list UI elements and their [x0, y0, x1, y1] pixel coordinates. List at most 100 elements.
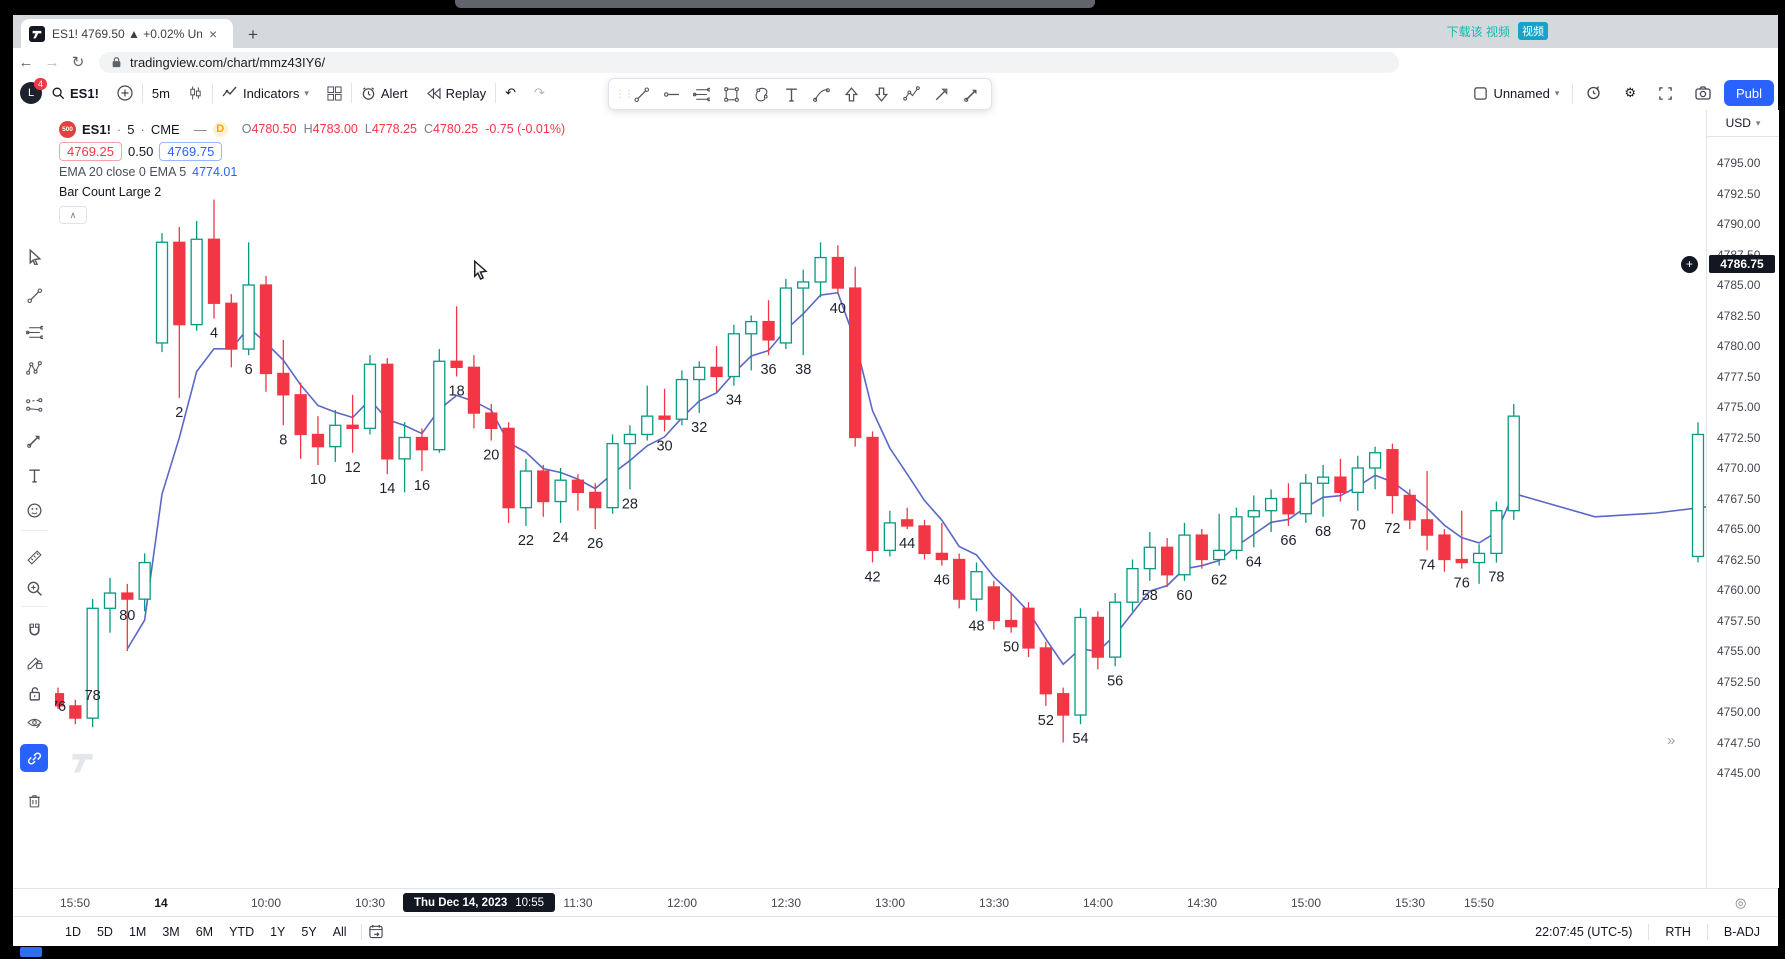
time-axis[interactable]: Thu Dec 14, 2023 10:55 ◎ 15:50 14 10:00 10:…: [13, 888, 1778, 917]
forward-icon[interactable]: →: [44, 53, 60, 71]
range-button-1d[interactable]: 1D: [65, 924, 81, 939]
horizontal-line-icon[interactable]: [657, 81, 685, 107]
user-avatar[interactable]: L 4: [20, 78, 47, 104]
interval-button[interactable]: 5m: [151, 85, 170, 101]
tab-close-icon[interactable]: ×: [209, 25, 218, 42]
bar-count-label: 70: [1350, 518, 1366, 534]
adjustment-toggle[interactable]: B-ADJ: [1723, 924, 1760, 939]
hide-drawings-icon[interactable]: [20, 708, 48, 736]
candle-body: [1351, 467, 1364, 494]
candle-body: [849, 287, 862, 439]
arrow-icon[interactable]: [927, 81, 955, 107]
browser-tab[interactable]: ES1! 4769.50 ▲ +0.02% Unna ×: [21, 19, 233, 48]
download-video-extension-label[interactable]: 下载该 视频: [1446, 24, 1510, 39]
chart-style-button[interactable]: [179, 76, 212, 110]
ema-line: [126, 291, 1706, 666]
redo-button[interactable]: ↷: [533, 85, 545, 100]
bar-count-label: 44: [899, 536, 915, 552]
compare-add-button[interactable]: [108, 76, 142, 110]
candle-body: [55, 693, 65, 707]
replay-button[interactable]: Replay: [417, 76, 495, 110]
chart-pane[interactable]: 2 4 6 8 10 12 14 16 18 20 22 24 26 28 30 32 34 36 38 40 42 44…: [55, 110, 1706, 888]
indicators-button[interactable]: Indicators ▾: [213, 76, 318, 110]
snapshot-button[interactable]: [1686, 86, 1720, 100]
forecast-tool-icon[interactable]: [20, 391, 48, 419]
measure-tool-icon[interactable]: [20, 543, 48, 571]
range-button-3m[interactable]: 3M: [162, 924, 180, 939]
add-alert-plus-icon[interactable]: +: [1681, 255, 1698, 273]
reload-icon[interactable]: ↻: [71, 54, 85, 71]
arrow-marker-icon[interactable]: [957, 81, 985, 107]
candle-body: [727, 333, 741, 378]
bar-count-indicator-label[interactable]: Bar Count Large 2: [59, 185, 162, 199]
magnet-tool-icon[interactable]: [20, 616, 48, 644]
axis-settings-icon[interactable]: ◎: [1735, 895, 1747, 910]
symbol-search-button[interactable]: ES1!: [42, 76, 108, 110]
palette-drag-handle[interactable]: ⋮⋮: [615, 88, 634, 100]
text-tool-icon[interactable]: [20, 461, 48, 489]
trend-line-icon[interactable]: [627, 81, 655, 107]
remove-drawings-icon[interactable]: [20, 786, 48, 814]
range-button-1m[interactable]: 1M: [128, 924, 147, 939]
sync-drawings-icon[interactable]: [20, 744, 48, 772]
arrow-up-icon[interactable]: [837, 81, 865, 107]
legend-collapse-button[interactable]: ∧: [59, 206, 87, 224]
bid-price[interactable]: 4769.25: [59, 141, 122, 161]
range-button-5y[interactable]: 5Y: [301, 924, 317, 939]
candle-body: [675, 378, 689, 420]
candle-body: [693, 366, 706, 381]
hide-symbol-icon[interactable]: —: [193, 121, 207, 137]
polyline-icon[interactable]: [897, 81, 925, 107]
layout-grid-button[interactable]: [318, 76, 351, 110]
brush-shape-icon[interactable]: [747, 81, 775, 107]
legend-interval[interactable]: 5: [127, 121, 135, 137]
clock-readout[interactable]: 22:07:45 (UTC-5): [1535, 924, 1633, 939]
zoom-in-tool-icon[interactable]: [20, 574, 48, 602]
trend-line-tool-icon[interactable]: [20, 281, 48, 309]
ema-indicator-label[interactable]: EMA 20 close 0 EMA 5: [59, 165, 187, 179]
bar-count-label: 56: [1107, 673, 1123, 689]
legend-symbol[interactable]: ES1!: [82, 121, 111, 137]
address-bar[interactable]: tradingview.com/chart/mmz43IY6/: [99, 51, 1399, 73]
range-button-1y[interactable]: 1Y: [270, 924, 286, 939]
price-tick: 4762.50: [1717, 552, 1761, 567]
candle-body: [1109, 601, 1122, 658]
back-icon[interactable]: ←: [18, 53, 34, 71]
parallel-channel-icon[interactable]: [687, 81, 715, 107]
go-to-realtime-icon[interactable]: »: [1667, 732, 1676, 749]
bar-count-label: 32: [691, 420, 707, 436]
range-button-5d[interactable]: 5D: [96, 924, 113, 939]
curve-tool-icon[interactable]: [807, 81, 835, 107]
range-button-6m[interactable]: 6M: [195, 924, 214, 939]
new-tab-button[interactable]: +: [248, 25, 258, 44]
range-button-all[interactable]: All: [332, 924, 347, 939]
video-extension-chip[interactable]: 视频: [1518, 22, 1548, 40]
undo-button[interactable]: ↶: [505, 85, 516, 100]
fullscreen-button[interactable]: [1649, 86, 1682, 101]
candle-body: [155, 241, 169, 344]
ask-price[interactable]: 4769.75: [159, 141, 223, 161]
arrow-down-icon[interactable]: [867, 81, 895, 107]
text-tool-icon[interactable]: [777, 81, 805, 107]
candle-body: [311, 433, 325, 448]
candle-body: [1126, 567, 1139, 603]
currency-selector[interactable]: USD ▾: [1707, 110, 1779, 137]
range-button-ytd[interactable]: YTD: [229, 924, 255, 939]
fib-retracement-icon[interactable]: [20, 318, 48, 346]
emoji-tool-icon[interactable]: [20, 496, 48, 524]
stay-in-drawing-mode-icon[interactable]: [20, 648, 48, 676]
candle-body: [502, 427, 515, 509]
cursor-tool-icon[interactable]: [20, 242, 48, 270]
rectangle-icon[interactable]: [717, 81, 745, 107]
alert-button[interactable]: Alert: [352, 76, 417, 110]
settings-button[interactable]: ⚙: [1615, 85, 1645, 101]
session-toggle[interactable]: RTH: [1665, 924, 1691, 939]
arrow-marker-tool-icon[interactable]: [20, 426, 48, 454]
publish-button[interactable]: Publ: [1724, 80, 1774, 106]
price-axis[interactable]: USD ▾ 4786.75 4795.004792.504790.004787.…: [1706, 110, 1779, 888]
save-layout-button[interactable]: Unnamed ▾: [1464, 86, 1568, 101]
lock-drawings-icon[interactable]: [20, 679, 48, 707]
pattern-tool-icon[interactable]: [20, 354, 48, 382]
quick-search-button[interactable]: [1577, 85, 1611, 101]
go-to-date-icon[interactable]: [368, 924, 384, 939]
